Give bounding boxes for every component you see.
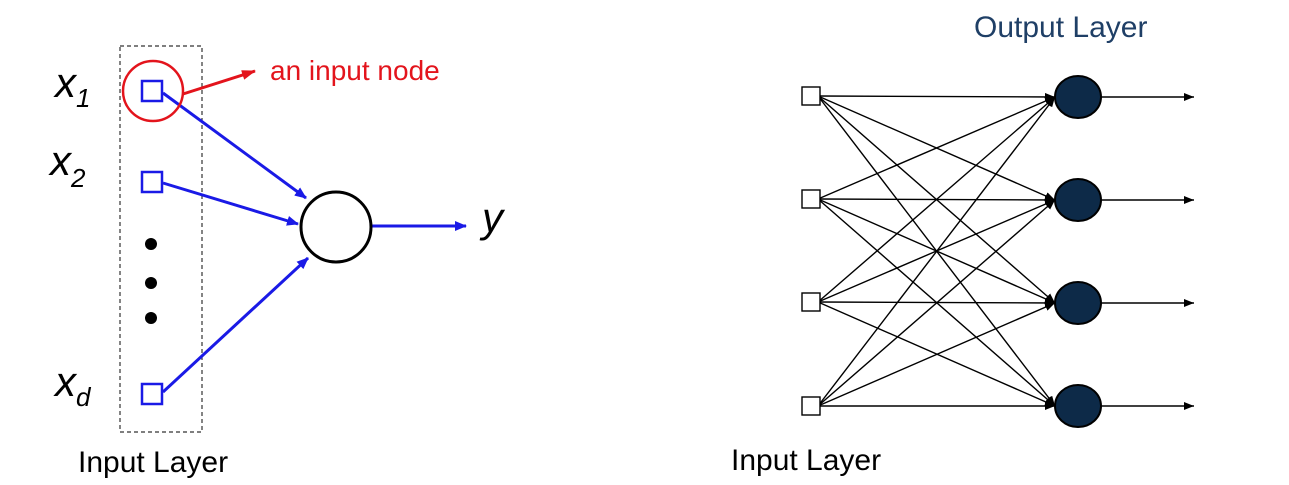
network-output-node — [1054, 178, 1102, 222]
network-edge — [817, 96, 1056, 200]
network-nodes — [801, 75, 1102, 428]
callout-arrow — [182, 69, 256, 96]
perceptron-diagram: an input node x1 x2 xd y Input Layer — [48, 45, 506, 479]
single-layer-network: Output Layer Input Layer — [731, 11, 1194, 477]
network-edge — [817, 96, 1056, 407]
network-edges — [817, 92, 1194, 410]
input-layer-caption-right: Input Layer — [731, 444, 881, 477]
input-label-x1: x1 — [53, 59, 90, 113]
input-node-x2 — [140, 170, 164, 194]
ellipsis-dot — [145, 238, 157, 250]
network-edge — [817, 199, 1056, 407]
edge-x2-to-output — [162, 181, 299, 226]
output-neuron — [299, 190, 373, 264]
ellipsis-dot — [145, 312, 157, 324]
input-label-x2: x2 — [48, 137, 86, 193]
output-label-y: y — [479, 194, 506, 241]
input-node-x1 — [140, 79, 164, 103]
input-layer-box — [119, 45, 203, 433]
network-input-node — [801, 189, 821, 209]
ellipsis-dot — [145, 277, 157, 289]
network-output-node — [1054, 75, 1102, 119]
input-node-xd — [140, 382, 164, 406]
network-output-node — [1054, 281, 1102, 325]
callout-highlight-circle — [121, 59, 185, 123]
network-edge — [817, 302, 1056, 407]
network-edge — [817, 96, 1056, 303]
network-input-node — [801, 292, 821, 312]
network-edge — [817, 92, 1056, 101]
edge-x1-to-output — [162, 91, 307, 200]
output-layer-title: Output Layer — [974, 11, 1147, 44]
callout-text: an input node — [270, 55, 440, 86]
edge-xd-to-output — [161, 256, 310, 394]
network-output-node — [1054, 384, 1102, 428]
network-input-node — [801, 86, 821, 106]
network-input-node — [801, 396, 821, 416]
input-label-xd: xd — [53, 358, 92, 412]
input-layer-caption-left: Input Layer — [78, 446, 228, 479]
